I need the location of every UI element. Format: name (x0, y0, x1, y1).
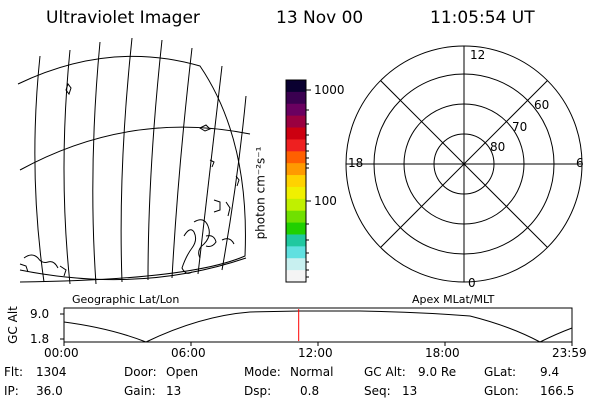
mode-label: Mode: (244, 365, 281, 379)
colorbar-tick-100: 100 (314, 194, 337, 208)
mlt-label-18: 18 (348, 156, 364, 170)
mlat-label-70: 70 (512, 120, 528, 134)
mlat-label-80: 80 (490, 140, 506, 154)
geographic-map (17, 37, 251, 285)
gain-value: 13 (166, 384, 182, 398)
color-scale-ticks (306, 89, 311, 278)
polar-panel-label: Apex MLat/MLT (412, 293, 495, 306)
color-band (286, 270, 306, 283)
altitude-xtick-0600: 06:00 (171, 346, 206, 360)
mlt-label-12: 12 (470, 48, 486, 62)
color-band (286, 210, 306, 224)
dsp-value: 0.8 (300, 384, 320, 398)
dsp-label: Dsp: (244, 384, 272, 398)
color-band (286, 139, 306, 152)
door-value: Open (166, 365, 199, 379)
observation-time: 11:05:54 UT (430, 8, 535, 28)
colorbar-tick-1000: 1000 (314, 83, 345, 97)
glon-label: GLon: (484, 384, 519, 398)
ip-value: 36.0 (36, 384, 63, 398)
color-band (286, 198, 306, 212)
color-band (286, 222, 306, 235)
gcalt-label: GC Alt: (364, 365, 406, 379)
door-label: Door: (124, 365, 157, 379)
mlt-label-0: 0 (468, 276, 476, 290)
flt-value: 1304 (36, 365, 67, 379)
mlt-label-6: 6 (576, 156, 584, 170)
mode-value: Normal (290, 365, 334, 379)
color-band (286, 151, 306, 164)
color-band (286, 91, 306, 105)
gain-label: Gain: (124, 384, 156, 398)
flt-label: Flt: (4, 365, 23, 379)
color-band (286, 163, 306, 176)
color-band (286, 246, 306, 259)
color-band (286, 258, 306, 271)
color-band (286, 80, 306, 93)
altitude-plot-frame (63, 307, 573, 343)
glat-label: GLat: (484, 365, 517, 379)
altitude-ytick-1-8: 1.8 (30, 332, 50, 346)
color-band (286, 234, 306, 247)
altitude-xtick-1800: 18:00 (425, 346, 460, 360)
color-scale-frame (285, 79, 307, 283)
altitude-xtick-2359: 23:59 (552, 346, 587, 360)
colorbar-unit-label: photon cm⁻²s⁻¹ (253, 146, 268, 240)
color-band (286, 175, 306, 188)
altitude-xtick-0000: 00:00 (44, 346, 79, 360)
altitude-ylabel: GC Alt (5, 306, 20, 344)
altitude-plot (60, 307, 573, 346)
mlat-label-60: 60 (534, 98, 550, 112)
seq-label: Seq: (364, 384, 391, 398)
observation-date: 13 Nov 00 (276, 8, 364, 28)
altitude-xtick-1200: 12:00 (298, 346, 333, 360)
instrument-title: Ultraviolet Imager (46, 8, 200, 28)
color-band (286, 103, 306, 117)
polar-mlat-mlt-plot (345, 45, 583, 283)
globe-limb (17, 55, 246, 283)
color-band (286, 186, 306, 200)
altitude-ytick-9: 9.0 (30, 307, 50, 321)
glon-value: 166.5 (540, 384, 575, 398)
color-scale-bar (286, 80, 306, 283)
color-band (286, 115, 306, 129)
glat-value: 9.4 (540, 365, 560, 379)
ip-label: IP: (4, 384, 19, 398)
gcalt-value: 9.0 Re (418, 365, 457, 379)
seq-value: 13 (402, 384, 418, 398)
color-band (286, 127, 306, 140)
altitude-curve (63, 310, 573, 343)
mlt-diagonal-2 (380, 80, 548, 248)
geographic-panel-label: Geographic Lat/Lon (72, 293, 180, 306)
